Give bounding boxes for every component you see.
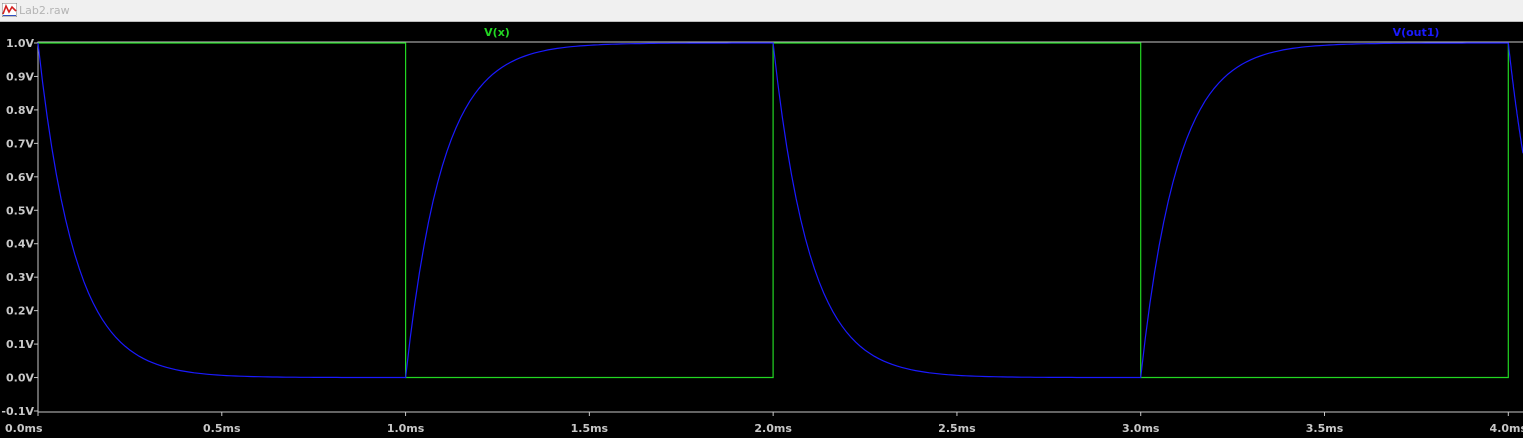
x-tick-label: 3.5ms — [1306, 422, 1344, 435]
trace-vx[interactable] — [38, 42, 1509, 379]
y-tick-label: 0.5V — [6, 204, 34, 217]
y-tick-label: 0.9V — [6, 70, 34, 83]
y-tick-label: 1.0V — [6, 37, 34, 50]
x-tick-label: 0.5ms — [203, 422, 241, 435]
waveform-chart[interactable]: 1.0V 0.9V 0.8V 0.7V 0.6V 0.5V 0.4V 0.3V 0.2V 0.1V… — [0, 22, 1523, 438]
trace-label-vx[interactable]: V(x) — [484, 26, 510, 39]
traces-layer — [37, 42, 1523, 379]
x-tick-label: 3.0ms — [1122, 422, 1160, 435]
y-tick-label: 0.7V — [6, 137, 34, 150]
x-tick-label: 1.5ms — [571, 422, 609, 435]
y-tick-label: 0.6V — [6, 171, 34, 184]
y-tick-label: 0.3V — [6, 271, 34, 284]
x-tick-label: 4.0ms — [1490, 422, 1523, 435]
plot-frame — [37, 41, 1523, 413]
waveform-plot-pane[interactable]: 1.0V 0.9V 0.8V 0.7V 0.6V 0.5V 0.4V 0.3V 0.2V 0.1V… — [0, 22, 1523, 438]
axes-layer — [34, 41, 1523, 416]
y-tick-label: 0.2V — [6, 305, 34, 318]
trace-label-vout1[interactable]: V(out1) — [1393, 26, 1440, 39]
waveform-icon — [2, 3, 17, 17]
labels-layer: 1.0V 0.9V 0.8V 0.7V 0.6V 0.5V 0.4V 0.3V 0.2V 0.1V… — [1, 26, 1523, 435]
window-titlebar[interactable]: Lab2.raw — [0, 0, 1523, 22]
trace-vout1[interactable] — [37, 42, 1523, 379]
window-title: Lab2.raw — [19, 4, 70, 17]
y-tick-label: 0.8V — [6, 104, 34, 117]
y-tick-label: 0.4V — [6, 238, 34, 251]
x-tick-label: 2.0ms — [754, 422, 792, 435]
x-tick-label: 1.0ms — [387, 422, 425, 435]
y-tick-label: 0.1V — [6, 338, 34, 351]
x-tick-label: 0.0ms — [5, 422, 43, 435]
y-tick-label: 0.0V — [6, 372, 34, 385]
x-tick-label: 2.5ms — [938, 422, 976, 435]
y-tick-label: -0.1V — [1, 405, 34, 418]
